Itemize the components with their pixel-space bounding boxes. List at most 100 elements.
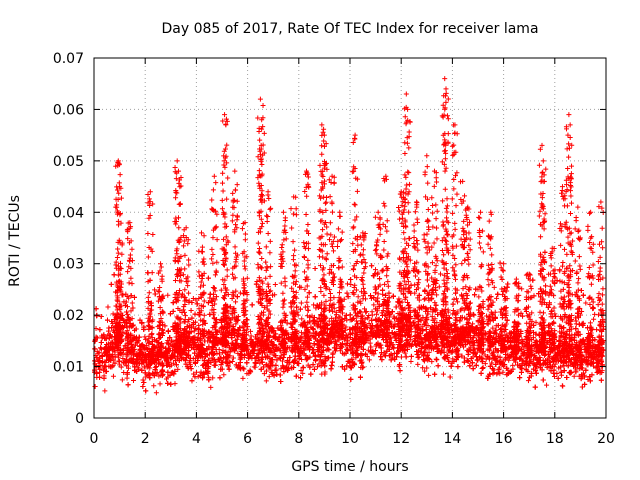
data-point [103, 359, 109, 365]
data-point [426, 349, 432, 355]
data-point [191, 371, 197, 377]
data-point [165, 292, 171, 298]
data-point [172, 381, 178, 387]
data-point [102, 388, 108, 394]
data-point [143, 342, 149, 348]
data-point [470, 311, 476, 317]
data-point [519, 286, 525, 292]
data-point [237, 290, 243, 296]
data-point [429, 359, 435, 365]
data-point [170, 360, 176, 366]
data-point [193, 297, 199, 303]
data-point [157, 381, 163, 387]
data-point [218, 287, 224, 293]
data-point [151, 383, 157, 389]
data-point [295, 312, 301, 318]
data-point [366, 357, 372, 363]
data-point [546, 292, 552, 298]
data-point [366, 320, 372, 326]
data-point [298, 330, 304, 336]
data-point [252, 364, 258, 370]
data-point [191, 328, 197, 334]
data-point [221, 372, 227, 378]
data-point [594, 327, 600, 333]
data-point [333, 312, 339, 318]
data-point [314, 364, 320, 370]
data-point [587, 320, 593, 326]
data-point [272, 282, 278, 288]
data-point [153, 390, 159, 396]
data-point [561, 280, 567, 286]
data-point [470, 321, 476, 327]
data-point [412, 273, 418, 279]
data-point [119, 377, 125, 383]
data-point [248, 328, 254, 334]
data-point [220, 347, 226, 353]
data-point [482, 361, 488, 367]
data-point [583, 300, 589, 306]
data-point [200, 282, 206, 288]
data-point [273, 331, 279, 337]
data-point [408, 358, 414, 364]
data-point [263, 378, 269, 384]
data-point [500, 369, 506, 375]
data-point [142, 334, 148, 340]
data-point [299, 356, 305, 362]
data-point [153, 364, 159, 370]
data-point [353, 355, 359, 361]
data-point [175, 366, 181, 372]
data-point [424, 365, 430, 371]
data-point [298, 300, 304, 306]
data-point [152, 287, 158, 293]
data-point [208, 384, 214, 390]
data-point [440, 371, 446, 377]
data-point [166, 359, 172, 365]
data-point [571, 373, 577, 379]
data-point [441, 349, 447, 355]
data-point [248, 333, 254, 339]
data-point [317, 263, 323, 269]
data-point [494, 295, 500, 301]
data-point [480, 304, 486, 310]
data-point [355, 294, 361, 300]
data-points [92, 76, 607, 396]
data-point [216, 351, 222, 357]
data-point [600, 292, 606, 298]
data-point [298, 367, 304, 373]
data-point [533, 319, 539, 325]
data-point [358, 365, 364, 371]
data-point [368, 295, 374, 301]
data-point [372, 247, 378, 253]
data-point [363, 308, 369, 314]
data-point [300, 370, 306, 376]
data-point [437, 271, 443, 277]
data-point [229, 358, 235, 364]
data-point [591, 316, 597, 322]
data-point [344, 281, 350, 287]
data-point [333, 315, 339, 321]
data-point [279, 358, 285, 364]
data-point [426, 372, 432, 378]
data-point [371, 302, 377, 308]
data-point [190, 295, 196, 301]
data-point [265, 324, 271, 330]
data-point [544, 382, 550, 388]
data-point [194, 369, 200, 375]
data-point [261, 371, 267, 377]
data-point [398, 354, 404, 360]
data-point [436, 284, 442, 290]
data-point [560, 383, 566, 389]
data-point [120, 355, 126, 361]
data-point [491, 284, 497, 290]
data-point [254, 279, 260, 285]
data-point [525, 378, 531, 384]
data-point [422, 368, 428, 374]
data-point [240, 375, 246, 381]
data-point [299, 316, 305, 322]
data-point [402, 350, 408, 356]
data-point [267, 311, 273, 317]
data-point [125, 365, 131, 371]
data-point [367, 340, 373, 346]
data-point [415, 361, 421, 367]
